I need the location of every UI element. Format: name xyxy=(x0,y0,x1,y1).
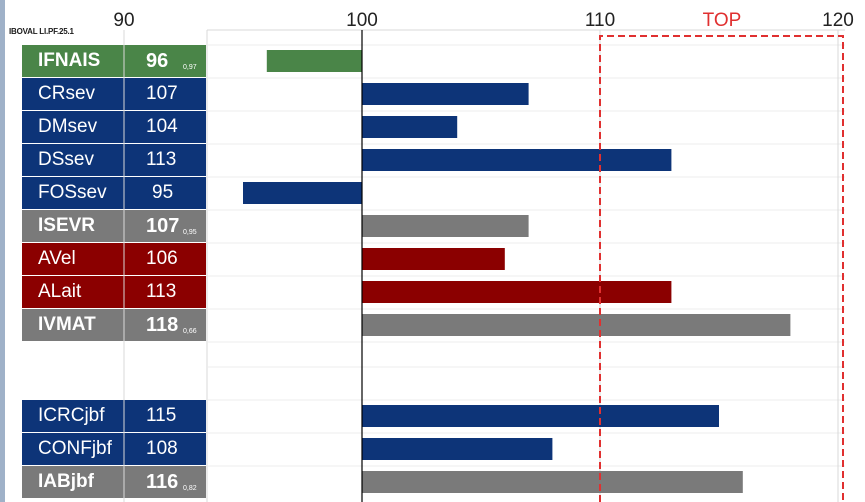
row-label-dssev: DSsev 113 xyxy=(22,144,206,176)
row-name: DMsev xyxy=(38,116,98,137)
top-threshold-label: TOP xyxy=(703,10,742,31)
row-value: 116 xyxy=(146,470,179,493)
row-value: 108 xyxy=(146,438,178,459)
row-label-ifnais: IFNAIS 96 0,97 xyxy=(22,45,206,77)
row-name: IVMAT xyxy=(38,314,96,335)
bar-iabjbf xyxy=(362,471,743,493)
row-label-isevr: ISEVR 107 0,95 xyxy=(22,210,206,242)
row-value: 113 xyxy=(146,281,177,302)
row-value: 115 xyxy=(146,405,177,426)
bar-crsev xyxy=(362,83,529,105)
row-name: DSsev xyxy=(38,149,94,170)
row-label-ivmat: IVMAT 118 0,66 xyxy=(22,309,206,341)
row-label-column: IFNAIS 96 0,97 CRsev 107 DMsev 104 DSsev 113 FOSs… xyxy=(22,0,206,502)
x-tick-label-100: 100 xyxy=(346,10,378,31)
x-tick-label-120: 120 xyxy=(822,10,854,31)
row-name: IABjbf xyxy=(38,471,94,492)
left-edge-strip xyxy=(0,0,5,502)
bar-fossev xyxy=(243,182,362,204)
row-subscript: 0,97 xyxy=(183,64,197,71)
bar-isevr xyxy=(362,215,529,237)
row-name: ICRCjbf xyxy=(38,405,105,426)
row-name: ALait xyxy=(38,281,82,302)
row-subscript: 0,95 xyxy=(183,229,197,236)
bar-ivmat xyxy=(362,314,791,336)
row-subscript: 0,82 xyxy=(183,485,197,492)
row-name: ISEVR xyxy=(38,215,96,236)
row-name: FOSsev xyxy=(38,182,107,203)
row-label-fossev: FOSsev 95 xyxy=(22,177,206,209)
bar-confjbf xyxy=(362,438,553,460)
row-label-iabjbf: IABjbf 116 0,82 xyxy=(22,466,206,498)
row-value: 107 xyxy=(146,214,180,237)
row-value: 107 xyxy=(146,83,178,104)
header-label: IBOVAL LI.PF.25.1 xyxy=(9,27,74,36)
row-name: IFNAIS xyxy=(38,50,101,71)
row-label-confjbf: CONFjbf 108 xyxy=(22,433,206,465)
row-label-icrcjbf: ICRCjbf 115 xyxy=(22,400,206,432)
row-value: 113 xyxy=(146,149,177,170)
row-name: CRsev xyxy=(38,83,96,104)
row-label-avel: AVel 106 xyxy=(22,243,206,275)
bar-alait xyxy=(362,281,672,303)
bar-avel xyxy=(362,248,505,270)
row-label-dmsev: DMsev 104 xyxy=(22,111,206,143)
row-value: 118 xyxy=(146,313,179,336)
x-tick-label-110: 110 xyxy=(585,10,615,31)
row-value: 96 xyxy=(146,49,169,72)
bar-dssev xyxy=(362,149,672,171)
row-subscript: 0,66 xyxy=(183,328,197,335)
bar-dmsev xyxy=(362,116,458,138)
top-threshold-box xyxy=(599,35,844,502)
row-name: AVel xyxy=(38,248,76,269)
row-value: 104 xyxy=(146,116,178,137)
row-name: CONFjbf xyxy=(38,438,112,459)
row-value: 95 xyxy=(152,182,174,203)
bar-ifnais xyxy=(266,50,362,72)
row-label-alait: ALait 113 xyxy=(22,276,206,308)
bar-icrcjbf xyxy=(362,405,719,427)
row-label-crsev: CRsev 107 xyxy=(22,78,206,110)
x-tick-label-90: 90 xyxy=(113,10,134,31)
row-value: 106 xyxy=(146,248,178,269)
